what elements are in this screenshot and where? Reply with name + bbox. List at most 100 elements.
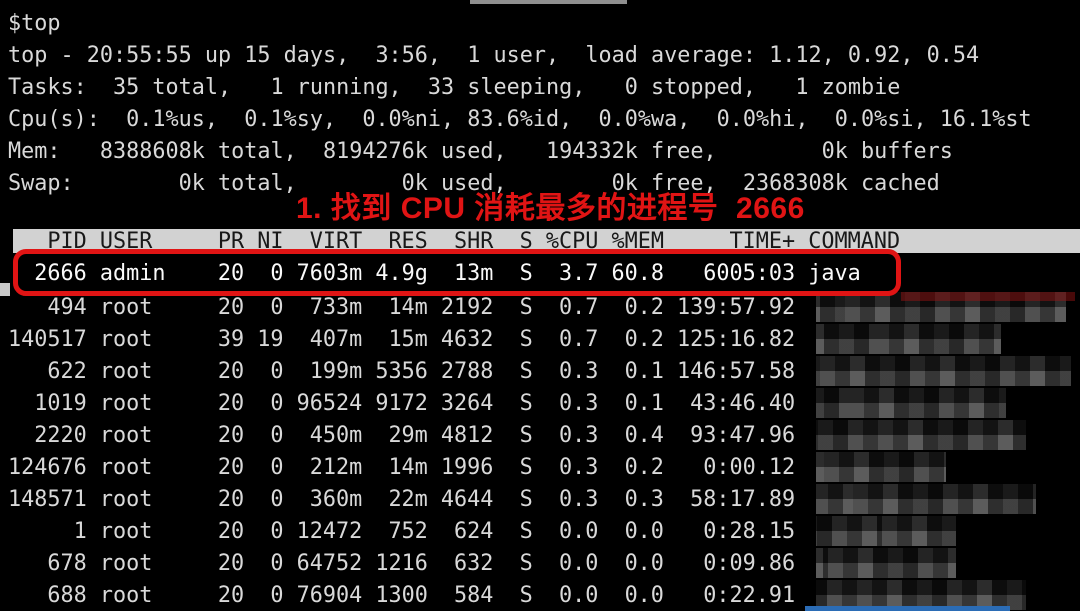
cell-command (808, 484, 1037, 514)
cell-command (808, 580, 1027, 610)
cell-pid: 622 (47, 358, 87, 384)
cell-pr: 20 (217, 486, 245, 512)
cell-res: 4.9g (375, 260, 428, 286)
cell-ni: 0 (270, 454, 284, 480)
cell-virt: 96524 (296, 390, 363, 416)
cell-mem: 0.3 (624, 486, 664, 512)
cell-shr: 3264 (440, 390, 494, 416)
cell-ni: 0 (270, 260, 284, 286)
cell-command (808, 420, 1027, 450)
cell-pid: 678 (47, 550, 87, 576)
censored-command-mosaic (816, 292, 1067, 322)
cell-cpu: 0.7 (558, 294, 599, 320)
cell-res: 14m (388, 294, 428, 320)
cell-command (808, 548, 957, 578)
header-cell-pr: PR (217, 228, 245, 254)
header-cell-time: TIME+ (729, 228, 796, 254)
cell-virt: 76904 (296, 582, 363, 608)
cell-cpu: 0.0 (558, 582, 599, 608)
cell-shr: 1996 (440, 454, 494, 480)
process-row: 2220 root 20 0 450m 29m 4812 S 0.3 0.4 93:47.96 (8, 419, 1080, 451)
cell-ni: 0 (270, 486, 284, 512)
cell-time: 125:16.82 (677, 326, 796, 352)
process-row-highlighted: 2666 admin 20 0 7603m 4.9g 13m S 3.7 60.8 6005:03 j… (8, 255, 1080, 291)
censored-command-mosaic (816, 324, 1002, 354)
process-row: 688 root 20 0 76904 1300 584 S 0.0 0.0 0:22.91 (8, 579, 1080, 611)
cell-time: 43:46.40 (690, 390, 796, 416)
mem-line: Mem: 8388608k total, 8194276k used, 1943… (8, 139, 953, 164)
cell-mem: 0.0 (624, 518, 664, 544)
header-cell-mem: %MEM (611, 228, 664, 254)
header-cell-virt: VIRT (309, 228, 363, 254)
cell-cpu: 0.0 (558, 550, 599, 576)
cell-virt: 64752 (296, 550, 363, 576)
cell-time: 6005:03 (703, 260, 796, 286)
process-row: 622 root 20 0 199m 5356 2788 S 0.3 0.1 146:57.58 (8, 355, 1080, 387)
cell-pid: 688 (47, 582, 87, 608)
cpu-line: Cpu(s): 0.1%us, 0.1%sy, 0.0%ni, 83.6%id,… (8, 107, 1032, 132)
cell-cpu: 0.3 (558, 454, 599, 480)
tasks-line: Tasks: 35 total, 1 running, 33 sleeping,… (8, 75, 901, 100)
cell-time: 0:00.12 (703, 454, 796, 480)
censored-command-mosaic (816, 484, 1037, 514)
cell-s: S (519, 326, 533, 352)
cell-time: 146:57.58 (677, 358, 796, 384)
window-top-strip (470, 0, 627, 4)
cell-time: 58:17.89 (690, 486, 796, 512)
cell-user: root (99, 390, 153, 416)
cell-res: 14m (388, 454, 428, 480)
cell-pid: 124676 (8, 454, 87, 480)
cell-command (808, 388, 1007, 418)
cell-command (808, 292, 1067, 322)
cell-shr: 624 (454, 518, 494, 544)
cell-user: root (99, 294, 153, 320)
cell-user: root (99, 486, 153, 512)
process-row: 124676 root 20 0 212m 14m 1996 S 0.3 0.2 0:00.12 (8, 451, 1080, 483)
cell-mem: 60.8 (611, 260, 664, 286)
cell-ni: 0 (270, 358, 284, 384)
cell-pr: 20 (217, 260, 245, 286)
censored-command-mosaic (816, 516, 957, 546)
cell-command (808, 452, 947, 482)
cell-time: 93:47.96 (690, 422, 796, 448)
process-row: 494 root 20 0 733m 14m 2192 S 0.7 0.2 139:57.92 (8, 291, 1080, 323)
cell-pr: 20 (217, 294, 245, 320)
cell-mem: 0.1 (624, 390, 664, 416)
cell-ni: 0 (270, 518, 284, 544)
cell-cpu: 0.3 (558, 422, 599, 448)
cell-pid: 494 (47, 294, 87, 320)
cell-cpu: 3.7 (558, 260, 599, 286)
cpu-annotation-text: 1. 找到 CPU 消耗最多的进程号 2666 (296, 192, 805, 225)
process-row: 140517 root 39 19 407m 15m 4632 S 0.7 0.2 125:16.8… (8, 323, 1080, 355)
cell-virt: 407m (309, 326, 363, 352)
censored-command-mosaic (816, 356, 1072, 386)
cell-virt: 450m (309, 422, 363, 448)
cell-pid: 2220 (34, 422, 87, 448)
cell-time: 0:09.86 (703, 550, 796, 576)
cell-pr: 20 (217, 358, 245, 384)
cell-s: S (519, 454, 533, 480)
cell-mem: 0.1 (624, 358, 664, 384)
cell-shr: 584 (454, 582, 494, 608)
cell-res: 9172 (375, 390, 428, 416)
bottom-blue-bar[interactable] (805, 606, 1010, 611)
cell-cpu: 0.3 (558, 486, 599, 512)
process-row: 148571 root 20 0 360m 22m 4644 S 0.3 0.3 58:17.89 (8, 483, 1080, 515)
cell-time: 0:28.15 (703, 518, 796, 544)
cell-cpu: 0.0 (558, 518, 599, 544)
cell-pr: 20 (217, 582, 245, 608)
cell-shr: 13m (454, 260, 494, 286)
cell-s: S (519, 390, 533, 416)
cell-user: root (99, 454, 153, 480)
cell-pr: 20 (217, 390, 245, 416)
censored-command-mosaic (816, 580, 1027, 610)
cell-command (808, 356, 1072, 386)
cell-res: 15m (388, 326, 428, 352)
censored-command-mosaic (816, 388, 1007, 418)
cell-ni: 0 (270, 390, 284, 416)
header-cell-pid: PID (47, 228, 87, 254)
cell-ni: 0 (270, 582, 284, 608)
cell-command (808, 324, 1002, 354)
cell-time: 139:57.92 (677, 294, 796, 320)
